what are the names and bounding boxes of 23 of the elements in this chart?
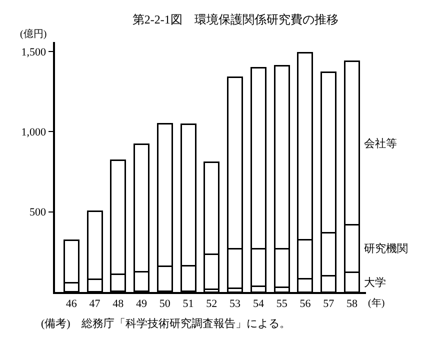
y-axis-title: (億円) [20,28,47,40]
x-tick-label: 47 [89,298,101,310]
x-tick-label: 54 [252,298,264,310]
x-tick-label: 55 [276,298,288,310]
x-tick-label: 52 [206,298,218,310]
x-tick-label: 53 [230,298,242,310]
x-tick-label: 49 [136,298,148,310]
x-tick-label: 46 [66,298,78,310]
y-tick-label: 500 [30,206,47,219]
x-tick-label: 56 [300,298,312,310]
series-label: 会社等 [364,137,397,150]
y-tick-label: 1,000 [21,126,47,139]
x-tick-label: 50 [159,298,171,310]
text: (備考) 総務庁「科学技術研究調査報告」による。 [41,317,290,330]
series-label: 大学 [364,276,386,289]
y-tick-label: 1,500 [21,46,47,58]
x-tick-label: 57 [323,298,335,310]
x-tick-label: 48 [112,298,124,310]
x-tick-label: 58 [346,298,358,310]
chart-title: 第2-2-1図 環境保護関係研究費の推移 [132,12,338,27]
x-axis-title: (年) [368,297,385,309]
x-tick-label: 51 [182,298,194,310]
series-label: 研究機関 [364,242,408,255]
